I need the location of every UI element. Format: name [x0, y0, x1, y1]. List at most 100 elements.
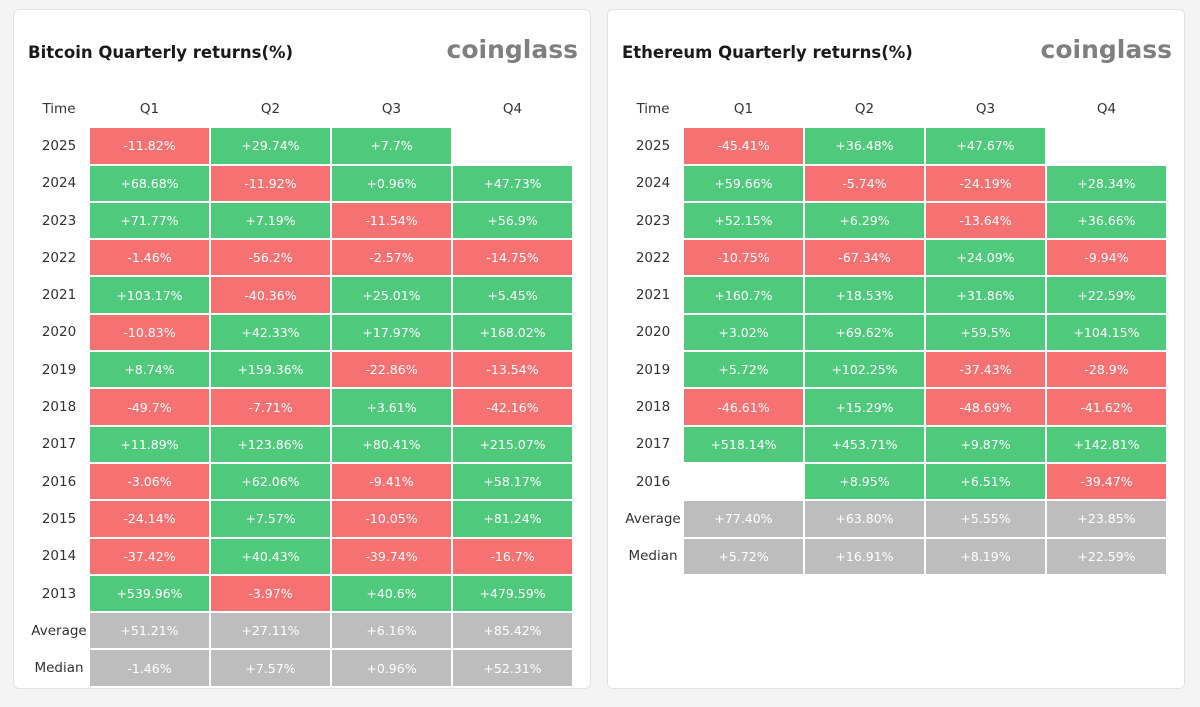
column-header-time: Time [636, 100, 670, 117]
header-row: Time Q1 Q2 Q3 Q4 [624, 91, 1166, 126]
return-cell: -10.75% [684, 240, 803, 276]
return-cell: -10.05% [332, 501, 451, 537]
return-cell: +539.96% [90, 575, 209, 612]
table-row: 2022 -10.75% -67.34% +24.09% -9.94% [624, 240, 1166, 276]
column-header-q2: Q2 [854, 100, 875, 117]
stat-cell: +52.31% [453, 650, 572, 686]
table-row: 2017 +11.89% +123.86% +80.41% +215.07% [30, 426, 572, 462]
return-cell: +479.59% [453, 575, 572, 612]
table-row: 2015 -24.14% +7.57% -10.05% +81.24% [30, 501, 572, 537]
return-cell: +47.67% [926, 128, 1045, 164]
return-cell: +7.7% [332, 128, 451, 164]
stat-cell: +51.21% [90, 613, 209, 649]
return-cell: +22.59% [1047, 277, 1166, 313]
return-cell: -2.57% [332, 240, 451, 276]
coinglass-logo: coinglass [1040, 35, 1172, 64]
return-cell: -7.71% [211, 389, 330, 425]
stat-cell: +63.80% [805, 501, 924, 537]
return-cell: -9.41% [332, 463, 451, 500]
table-row: 2022 -1.46% -56.2% -2.57% -14.75% [30, 240, 572, 276]
return-cell: -67.34% [805, 240, 924, 276]
return-cell: +52.15% [684, 202, 803, 239]
return-cell: -22.86% [332, 352, 451, 388]
return-cell: +59.66% [684, 165, 803, 201]
year-label: 2020 [41, 324, 77, 341]
ethereum-returns-table: Time Q1 Q2 Q3 Q4 2025 -45.41% +36.48% +47.67% 20… [622, 89, 1168, 576]
stat-row: Median +5.72% +16.91% +8.19% +22.59% [624, 538, 1166, 574]
year-label: 2014 [41, 548, 77, 565]
stat-cell: +8.19% [926, 538, 1045, 574]
year-label: 2025 [41, 137, 77, 154]
stat-label: Average [31, 622, 87, 639]
table-row: 2020 -10.83% +42.33% +17.97% +168.02% [30, 314, 572, 351]
return-cell: -1.46% [90, 240, 209, 276]
return-cell: +29.74% [211, 128, 330, 164]
year-label: 2017 [41, 436, 77, 453]
stat-cell: +77.40% [684, 501, 803, 537]
stat-label: Median [628, 548, 678, 565]
column-header-time: Time [42, 100, 76, 117]
column-header-q3: Q3 [381, 100, 402, 117]
stat-cell: +5.72% [684, 538, 803, 574]
table-row: 2019 +8.74% +159.36% -22.86% -13.54% [30, 352, 572, 388]
return-cell: -24.14% [90, 501, 209, 537]
return-cell: -39.47% [1047, 463, 1166, 500]
panel-title: Bitcoin Quarterly returns(%) [28, 43, 294, 62]
year-label: 2022 [41, 249, 77, 266]
return-cell: -13.54% [453, 352, 572, 388]
coinglass-logo: coinglass [446, 35, 578, 64]
return-cell: +36.48% [805, 128, 924, 164]
column-header-q1: Q1 [139, 100, 160, 117]
year-label: 2023 [41, 212, 77, 229]
column-header-q1: Q1 [733, 100, 754, 117]
bitcoin-returns-table: Time Q1 Q2 Q3 Q4 2025 -11.82% +29.74% +7.7% 2024… [28, 89, 574, 688]
table-row: 2020 +3.02% +69.62% +59.5% +104.15% [624, 314, 1166, 351]
year-label: 2016 [41, 473, 77, 490]
return-cell: -37.43% [926, 352, 1045, 388]
stat-cell: +85.42% [453, 613, 572, 649]
return-cell: +42.33% [211, 314, 330, 351]
stat-cell: +5.55% [926, 501, 1045, 537]
return-cell: -16.7% [453, 538, 572, 574]
return-cell: +518.14% [684, 426, 803, 462]
table-row: 2023 +71.77% +7.19% -11.54% +56.9% [30, 202, 572, 239]
return-cell: -41.62% [1047, 389, 1166, 425]
return-cell: -56.2% [211, 240, 330, 276]
table-row: 2019 +5.72% +102.25% -37.43% -28.9% [624, 352, 1166, 388]
table-row: 2013 +539.96% -3.97% +40.6% +479.59% [30, 575, 572, 612]
year-label: 2021 [635, 287, 671, 304]
stat-cell: +27.11% [211, 613, 330, 649]
return-cell: +102.25% [805, 352, 924, 388]
year-label: 2018 [41, 399, 77, 416]
return-cell: -3.06% [90, 463, 209, 500]
year-label: 2013 [41, 585, 77, 602]
return-cell: +103.17% [90, 277, 209, 313]
return-cell: -39.74% [332, 538, 451, 574]
return-cell: -3.97% [211, 575, 330, 612]
year-label: 2021 [41, 287, 77, 304]
table-row: 2021 +103.17% -40.36% +25.01% +5.45% [30, 277, 572, 313]
year-label: 2019 [635, 361, 671, 378]
return-cell: +40.43% [211, 538, 330, 574]
table-row: 2017 +518.14% +453.71% +9.87% +142.81% [624, 426, 1166, 462]
table-row: 2018 -49.7% -7.71% +3.61% -42.16% [30, 389, 572, 425]
return-cell: +40.6% [332, 575, 451, 612]
year-label: 2015 [41, 510, 77, 527]
return-cell: +0.96% [332, 165, 451, 201]
return-cell: +31.86% [926, 277, 1045, 313]
return-cell: -40.36% [211, 277, 330, 313]
return-cell: -28.9% [1047, 352, 1166, 388]
stat-row: Average +77.40% +63.80% +5.55% +23.85% [624, 501, 1166, 537]
empty-cell [1047, 128, 1166, 163]
year-label: 2022 [635, 249, 671, 266]
return-cell: -48.69% [926, 389, 1045, 425]
return-cell: +104.15% [1047, 314, 1166, 351]
table-row: 2016 -3.06% +62.06% -9.41% +58.17% [30, 463, 572, 500]
return-cell: -10.83% [90, 314, 209, 351]
return-cell: +160.7% [684, 277, 803, 313]
return-cell: -45.41% [684, 128, 803, 164]
table-row: 2024 +68.68% -11.92% +0.96% +47.73% [30, 165, 572, 201]
year-label: 2025 [635, 137, 671, 154]
return-cell: +59.5% [926, 314, 1045, 351]
year-label: 2018 [635, 399, 671, 416]
